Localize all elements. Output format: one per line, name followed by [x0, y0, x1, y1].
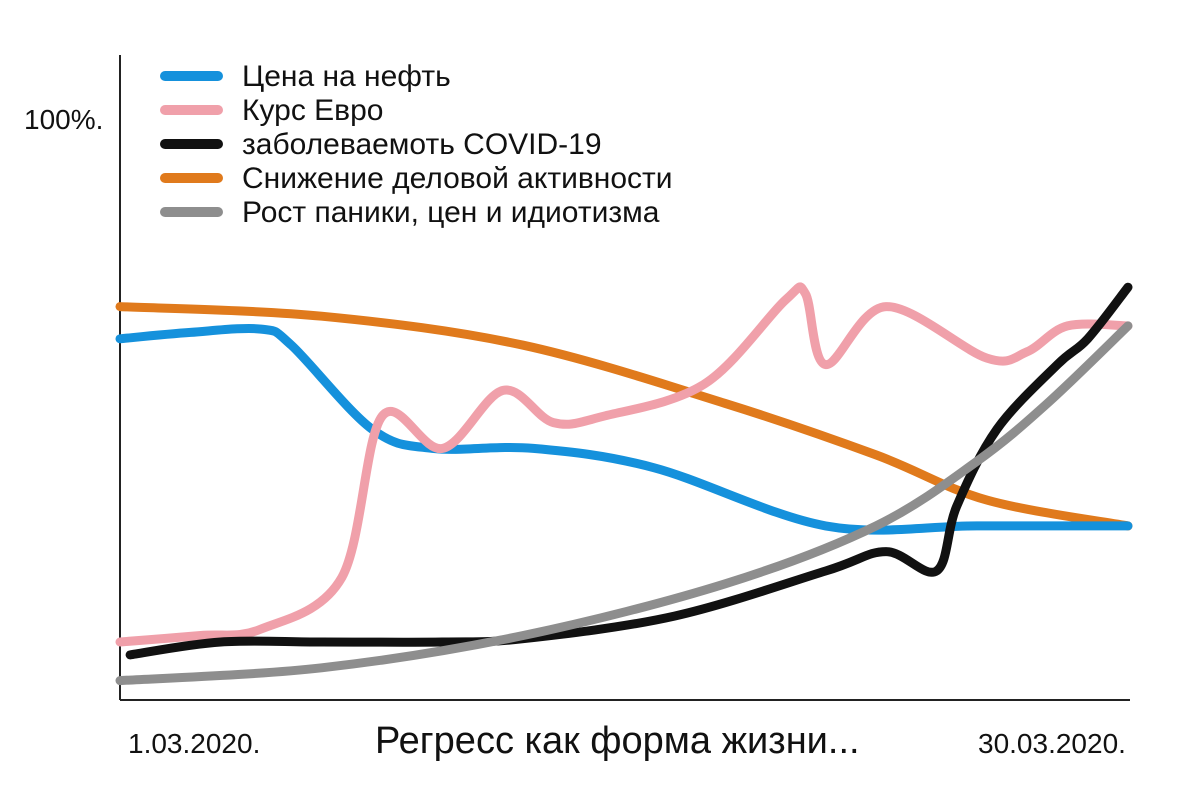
series-line-covid-cases	[125, 282, 1133, 660]
legend-label-panic-growth: Рост паники, цен и идиотизма	[242, 196, 660, 229]
legend-item-panic-growth: Рост паники, цен и идиотизма	[160, 196, 660, 229]
series-layer	[115, 282, 1133, 686]
legend-label-oil-price: Цена на нефть	[242, 60, 451, 93]
x-axis-start-label: 1.03.2020.	[128, 728, 260, 759]
series-line-panic-growth	[115, 321, 1133, 686]
series-line-oil-price	[115, 323, 1133, 535]
legend-label-business-activity: Снижение деловой активности	[242, 162, 673, 195]
legend-item-business-activity: Снижение деловой активности	[160, 162, 673, 195]
legend-item-oil-price: Цена на нефть	[160, 60, 451, 93]
legend-item-euro-rate: Курс Евро	[160, 94, 383, 127]
series-line-business-activity	[115, 302, 1133, 531]
chart-title: Регресс как форма жизни...	[375, 720, 860, 762]
legend-item-covid-cases: заболеваемоть COVID-19	[160, 128, 602, 161]
x-axis-end-label: 30.03.2020.	[978, 728, 1126, 759]
y-axis-top-label: 100%.	[24, 104, 103, 135]
series-line-euro-rate	[115, 282, 1133, 647]
legend-label-covid-cases: заболеваемоть COVID-19	[242, 128, 602, 161]
chart-axes	[119, 55, 1130, 701]
legend-label-euro-rate: Курс Евро	[242, 94, 383, 127]
